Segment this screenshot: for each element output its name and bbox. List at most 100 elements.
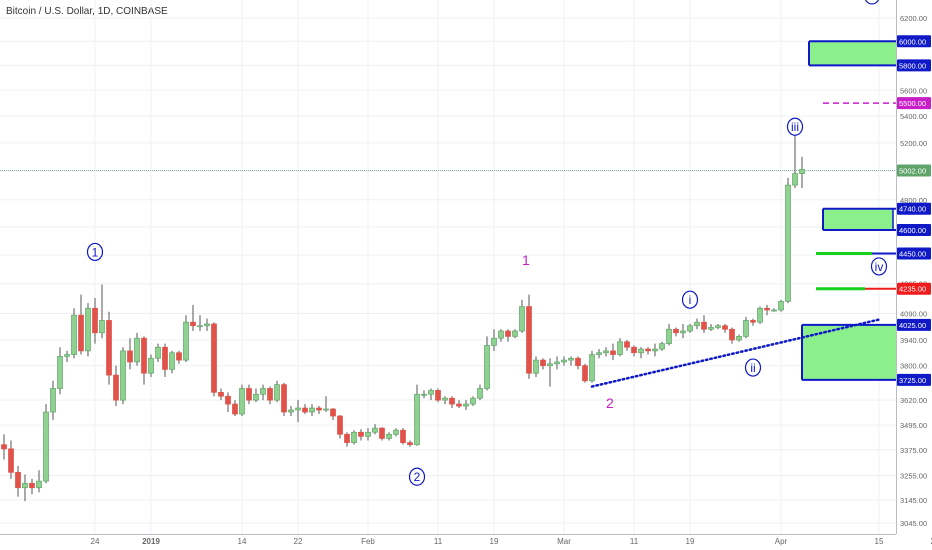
candle-body — [484, 345, 490, 389]
candle-body — [106, 320, 112, 376]
candle-body — [127, 350, 133, 363]
price-badge-label: 4025.00 — [899, 321, 926, 330]
y-tick-label: 3145.00 — [900, 496, 927, 505]
candle-body — [729, 328, 735, 341]
price-axis-background — [896, 0, 932, 550]
candle-body — [666, 328, 672, 344]
wave-label: v — [869, 0, 875, 3]
candle-body — [771, 309, 777, 312]
candle-body — [435, 390, 441, 401]
candle-body — [638, 348, 644, 354]
candle-body — [22, 482, 28, 489]
candle-body — [421, 393, 427, 396]
candle-body — [456, 403, 462, 407]
candle-body — [715, 325, 721, 328]
price-badge — [897, 318, 931, 331]
candle-body — [120, 350, 126, 401]
candle-body — [316, 407, 322, 411]
candle-body — [162, 346, 168, 370]
candle-body — [169, 352, 175, 370]
candle-body — [309, 407, 315, 413]
price-badge — [897, 247, 931, 260]
wave-label: iv — [875, 260, 884, 274]
candle-body — [204, 323, 210, 327]
candle-body — [141, 337, 147, 374]
time-axis-background — [0, 534, 896, 550]
candle-body — [680, 330, 686, 334]
candle-body — [183, 321, 189, 361]
candle-body — [673, 328, 679, 334]
candle-body — [274, 384, 280, 401]
candle-body — [113, 374, 119, 401]
candle-body — [246, 388, 252, 401]
wave-label-circle — [408, 467, 426, 486]
candle-body — [176, 352, 182, 361]
candle-body — [743, 320, 749, 337]
candle-body — [526, 306, 532, 374]
wave-label-circle — [786, 117, 804, 136]
wave-label-circle — [744, 358, 762, 377]
candle-body — [428, 390, 434, 395]
candle-body — [379, 427, 385, 439]
candle-body — [267, 388, 273, 401]
candle-body — [295, 407, 301, 411]
candle-body — [281, 384, 287, 413]
target-zone-fill — [809, 41, 907, 66]
candle-body — [792, 173, 798, 186]
candle-body — [15, 472, 21, 489]
candle-body — [148, 357, 154, 374]
price-badge — [897, 282, 931, 295]
candle-body — [687, 325, 693, 332]
candle-body — [414, 393, 420, 446]
y-tick-label: 3375.00 — [900, 446, 927, 455]
wave-label: i — [689, 293, 692, 307]
candle-body — [659, 343, 665, 350]
y-tick-label: 3620.00 — [900, 396, 927, 405]
candle-body — [50, 388, 56, 413]
candle-body — [449, 397, 455, 405]
candle-body — [8, 448, 14, 473]
x-tick-label: 11 — [630, 537, 639, 546]
y-tick-label: 3800.00 — [900, 362, 927, 371]
candle-body — [365, 431, 371, 437]
y-tick-label: 5600.00 — [900, 86, 927, 95]
candle-body — [764, 307, 770, 311]
wave-label-circle — [870, 257, 888, 276]
candle-body — [582, 365, 588, 382]
candle-body — [253, 393, 259, 401]
candle-body — [400, 429, 406, 443]
candle-body — [554, 361, 560, 365]
candle-body — [785, 184, 791, 302]
x-tick-label: 22 — [294, 537, 303, 546]
y-tick-label: 3495.00 — [900, 421, 927, 430]
candle-body — [631, 346, 637, 354]
candle-body — [407, 442, 413, 446]
candle-body — [561, 359, 567, 363]
x-tick-label: 24 — [91, 537, 100, 546]
candle-body — [78, 314, 84, 352]
price-badge-label: 4600.00 — [899, 226, 926, 235]
candle-body — [708, 327, 714, 330]
candle-body — [71, 314, 77, 355]
price-badge — [897, 59, 931, 72]
candle-body — [225, 395, 231, 405]
y-tick-label: 5400.00 — [900, 112, 927, 121]
price-badge — [897, 202, 931, 215]
candle-body — [547, 363, 553, 367]
x-tick-label: 2019 — [142, 537, 160, 546]
candle-body — [239, 388, 245, 415]
candle-body — [99, 320, 105, 334]
x-tick-label: 15 — [875, 537, 884, 546]
candle-body — [92, 307, 98, 334]
x-tick-label: 19 — [686, 537, 695, 546]
y-tick-label: 4800.00 — [900, 196, 927, 205]
candle-body — [540, 359, 546, 367]
candle-body — [323, 408, 329, 411]
wave-label: ii — [750, 361, 755, 375]
candle-body — [750, 320, 756, 323]
wave-label: 2 — [414, 470, 421, 484]
wave-label-circle — [864, 0, 880, 5]
price-badge — [897, 35, 931, 48]
candle-body — [778, 301, 784, 311]
